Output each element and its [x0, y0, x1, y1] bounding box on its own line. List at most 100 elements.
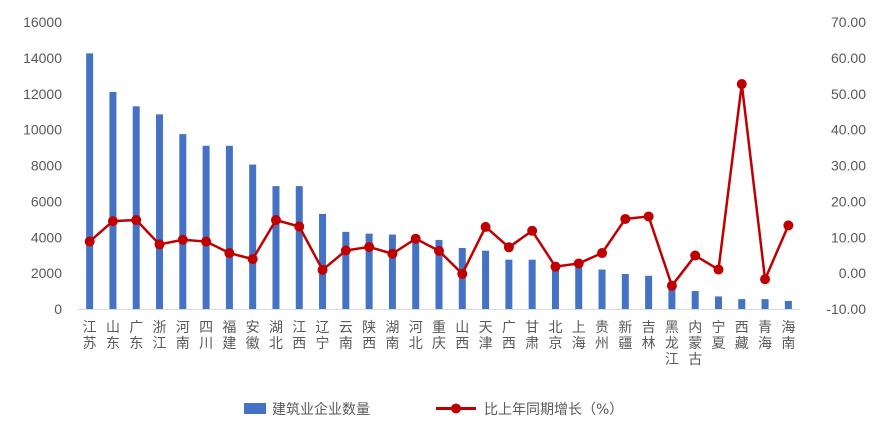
- category-label: 福建: [222, 320, 236, 352]
- line-point: [480, 221, 491, 232]
- category-label: 陕西: [362, 320, 376, 352]
- bar: [388, 234, 396, 309]
- bar: [225, 145, 233, 309]
- left-tick-label: 8000: [31, 158, 62, 174]
- left-tick-label: 10000: [23, 122, 62, 138]
- bar: [738, 299, 746, 309]
- right-tick-label: 10.00: [831, 229, 866, 245]
- bar: [714, 296, 722, 309]
- line-point: [154, 239, 165, 250]
- line-point: [84, 236, 95, 247]
- category-label: 天津: [479, 320, 493, 352]
- category-label: 贵州: [595, 320, 609, 352]
- left-tick-label: 14000: [23, 50, 62, 66]
- category-label: 辽宁: [316, 320, 330, 352]
- line-point: [270, 215, 281, 226]
- category-label: 湖北: [269, 320, 283, 352]
- bar: [621, 274, 629, 309]
- bar: [342, 231, 350, 309]
- line-point: [760, 274, 771, 285]
- bar: [132, 106, 140, 309]
- category-label: 宁夏: [711, 319, 725, 352]
- line-point: [457, 268, 468, 279]
- category-label: 湖南: [385, 320, 399, 352]
- category-label: 广东: [129, 320, 143, 352]
- bar: [202, 145, 210, 309]
- left-tick-label: 4000: [31, 229, 62, 245]
- line-point: [736, 79, 747, 90]
- line-point: [410, 233, 421, 244]
- line-point: [294, 221, 305, 232]
- category-label: 四川: [199, 320, 213, 352]
- legend-label-bar: 建筑业企业数量: [272, 401, 370, 418]
- right-tick-label: 60.00: [831, 50, 866, 66]
- bar: [784, 300, 792, 309]
- category-label: 重庆: [432, 320, 446, 352]
- left-tick-label: 12000: [23, 86, 62, 102]
- bar: [761, 299, 769, 309]
- category-label: 甘肃: [525, 320, 539, 352]
- bar: [249, 164, 257, 309]
- line-point: [690, 250, 701, 261]
- line-point: [666, 280, 677, 291]
- category-label: 安徽: [246, 320, 260, 352]
- category-label: 浙江: [153, 320, 167, 352]
- category-label: 江西: [292, 320, 306, 352]
- category-label: 上海: [572, 320, 586, 352]
- line-point: [713, 264, 724, 275]
- category-label: 山西: [455, 320, 469, 352]
- line-series: [84, 79, 794, 291]
- category-label: 江苏: [83, 320, 97, 352]
- bar-series: [86, 53, 792, 310]
- line-point: [573, 258, 584, 269]
- bar: [365, 233, 373, 309]
- bar: [528, 259, 536, 309]
- bar: [179, 134, 187, 309]
- category-label: 北京: [548, 320, 562, 352]
- line-point: [201, 236, 212, 247]
- bar: [86, 53, 94, 309]
- bar: [668, 282, 676, 309]
- category-label: 云南: [339, 320, 353, 352]
- category-label: 海南: [781, 320, 795, 352]
- line-point: [527, 225, 538, 236]
- right-tick-label: 70.00: [831, 14, 866, 30]
- bar: [691, 291, 699, 309]
- line-point: [550, 261, 561, 272]
- category-label: 吉林: [642, 320, 656, 352]
- line-point: [643, 211, 654, 222]
- line-point: [224, 248, 235, 259]
- right-tick-label: 20.00: [831, 193, 866, 209]
- legend-swatch-marker: [451, 403, 461, 414]
- line-point: [317, 264, 328, 275]
- bar: [109, 91, 117, 310]
- category-label: 西藏: [735, 320, 749, 352]
- category-label: 黑龙江: [665, 320, 679, 368]
- bar: [412, 237, 420, 309]
- line-point: [597, 248, 608, 259]
- bar: [435, 239, 443, 309]
- bar: [295, 186, 303, 309]
- bar: [272, 186, 280, 309]
- line-point: [177, 234, 188, 245]
- category-label: 广西: [502, 320, 516, 352]
- right-tick-label: 0.00: [839, 265, 866, 281]
- line-point: [434, 245, 444, 256]
- left-tick-label: 0: [54, 301, 62, 317]
- bar: [482, 250, 490, 309]
- x-axis-categories: 江苏山东广东浙江河南四川福建安徽湖北江西辽宁云南陕西湖南河北重庆山西天津广西甘肃…: [83, 319, 796, 368]
- line-point: [364, 241, 375, 252]
- line-point: [107, 216, 118, 227]
- line-point: [247, 254, 258, 265]
- bar: [156, 114, 164, 309]
- category-label: 山东: [106, 320, 120, 352]
- bar: [551, 262, 559, 309]
- line-point: [131, 215, 142, 226]
- left-y-axis: 0 2000 4000 6000 8000 10000 12000 14000 16000: [23, 14, 62, 317]
- bar: [319, 213, 327, 309]
- line-point: [387, 248, 398, 259]
- bar: [575, 263, 583, 309]
- category-label: 内蒙古: [688, 320, 702, 368]
- right-y-axis: -10.00 0.00 10.00 20.00 30.00 40.00 50.00 60.00…: [826, 14, 866, 317]
